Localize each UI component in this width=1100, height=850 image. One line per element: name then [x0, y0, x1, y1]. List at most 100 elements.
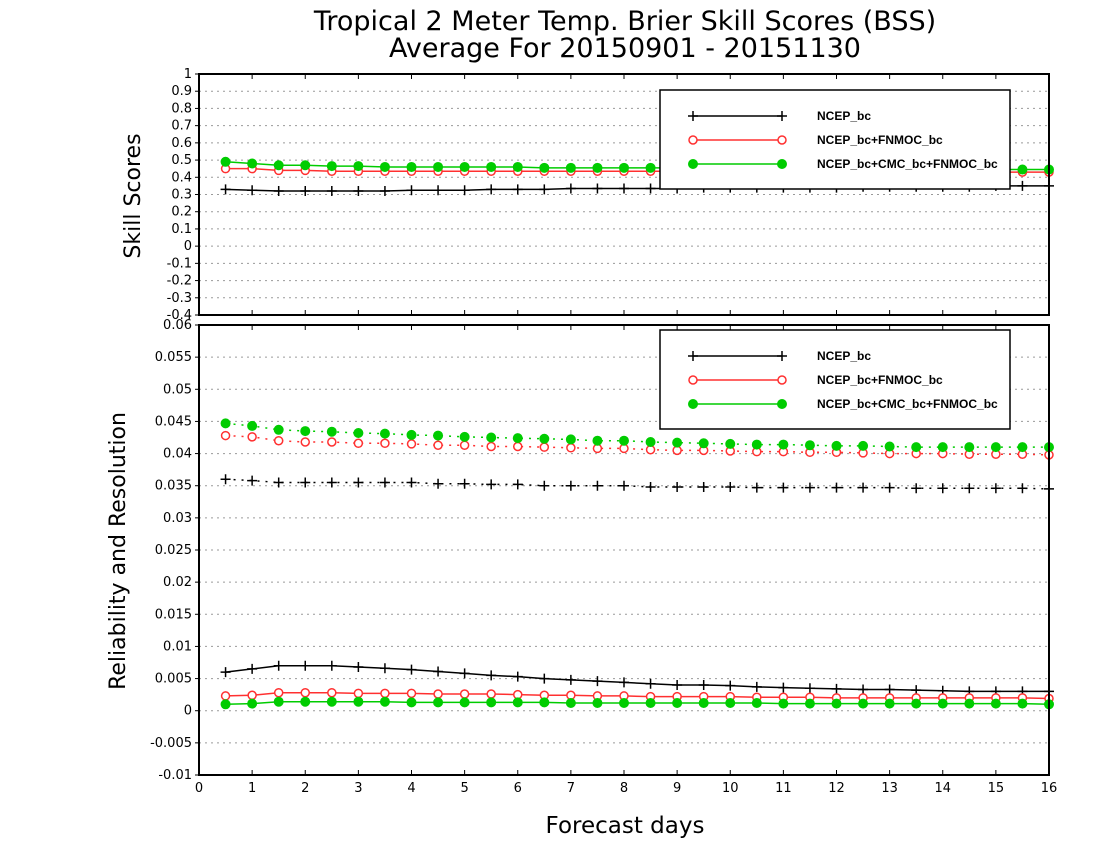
data-point: [486, 670, 497, 681]
data-point: [353, 428, 364, 438]
data-point: [220, 156, 231, 167]
legend-marker: [688, 399, 698, 409]
data-point: [804, 698, 815, 709]
data-point: [406, 697, 417, 708]
data-point: [379, 186, 390, 197]
y-tick-label: 0.005: [155, 672, 192, 687]
data-point: [326, 161, 337, 172]
data-point: [459, 161, 470, 172]
data-point: [380, 438, 390, 449]
data-point: [539, 184, 550, 195]
x-tick-label: 9: [673, 781, 681, 796]
data-point: [831, 683, 842, 694]
data-point: [406, 664, 417, 675]
data-point: [379, 161, 390, 172]
data-point: [247, 698, 258, 709]
y-tick-label: 0: [184, 239, 192, 254]
data-point: [353, 161, 364, 172]
data-point: [459, 440, 470, 450]
data-point: [512, 671, 523, 682]
data-point: [512, 184, 523, 195]
data-point: [273, 435, 284, 446]
data-point: [565, 162, 576, 173]
series-line: [225, 691, 1050, 700]
data-point: [300, 160, 311, 171]
data-point: [220, 474, 231, 485]
data-point: [273, 160, 284, 171]
data-point: [353, 688, 364, 699]
data-point: [964, 698, 975, 709]
legend-marker: [688, 111, 698, 121]
data-point: [459, 689, 470, 699]
data-point: [619, 162, 629, 173]
data-point: [672, 680, 683, 690]
data-point: [911, 483, 922, 494]
y-tick-label: 0.1: [171, 222, 192, 237]
y-tick-label: 0.06: [163, 318, 192, 333]
data-point: [247, 420, 258, 431]
data-point: [247, 158, 258, 169]
y-tick-label: 0.9: [171, 84, 192, 99]
y-tick-label: 1: [184, 67, 192, 82]
legend-label: NCEP_bc: [817, 349, 871, 363]
y-tick-label: 0.8: [171, 101, 192, 116]
legend-label: NCEP_bc+FNMOC_bc: [817, 373, 943, 387]
data-point: [858, 684, 869, 695]
y-tick-label: 0.015: [155, 607, 192, 622]
x-tick-label: 6: [514, 781, 522, 796]
data-point: [619, 183, 629, 194]
data-point: [513, 441, 523, 452]
legend-marker: [777, 399, 787, 409]
data-point: [247, 185, 258, 196]
data-point: [539, 442, 550, 452]
data-point: [1017, 180, 1028, 191]
data-point: [512, 479, 523, 490]
data-point: [459, 431, 470, 442]
data-point: [858, 698, 869, 709]
data-point: [220, 430, 231, 441]
x-tick-label: 4: [407, 781, 415, 796]
data-point: [990, 698, 1001, 709]
data-point: [645, 183, 656, 194]
y-tick-label: 0.04: [163, 447, 192, 462]
plot-frame: [198, 73, 1050, 316]
data-point: [725, 438, 736, 449]
y-tick-label: 0.05: [163, 382, 192, 397]
y-tick-label: 0.035: [155, 479, 192, 494]
x-tick-label: 8: [620, 781, 628, 796]
data-point: [326, 426, 337, 437]
data-point: [220, 184, 231, 195]
data-point: [512, 697, 523, 708]
data-point: [539, 673, 550, 684]
data-point: [353, 186, 364, 197]
data-point: [539, 162, 550, 173]
bottom-y-axis-label: Reliability and Resolution: [106, 412, 131, 690]
data-point: [486, 184, 497, 195]
y-tick-label: 0.7: [171, 119, 192, 134]
x-tick-label: 0: [195, 781, 203, 796]
data-point: [937, 442, 948, 453]
data-point: [380, 688, 390, 699]
data-point: [326, 477, 337, 488]
data-point: [300, 660, 311, 671]
data-point: [406, 688, 417, 699]
x-tick-label: 3: [354, 781, 362, 796]
data-point: [831, 482, 842, 493]
x-tick-label: 1: [248, 781, 256, 796]
data-point: [645, 437, 656, 447]
data-point: [512, 433, 523, 444]
data-point: [778, 698, 789, 709]
data-point: [300, 696, 311, 707]
legend-marker: [777, 135, 787, 145]
data-point: [247, 432, 257, 442]
legend-marker: [777, 111, 787, 121]
data-point: [698, 438, 709, 449]
data-point: [433, 697, 444, 708]
data-point: [858, 440, 869, 451]
data-point: [406, 477, 417, 488]
y-tick-label: -0.01: [158, 768, 192, 783]
data-point: [592, 435, 603, 446]
data-point: [911, 698, 922, 709]
data-point: [619, 435, 629, 446]
data-point: [326, 696, 337, 707]
